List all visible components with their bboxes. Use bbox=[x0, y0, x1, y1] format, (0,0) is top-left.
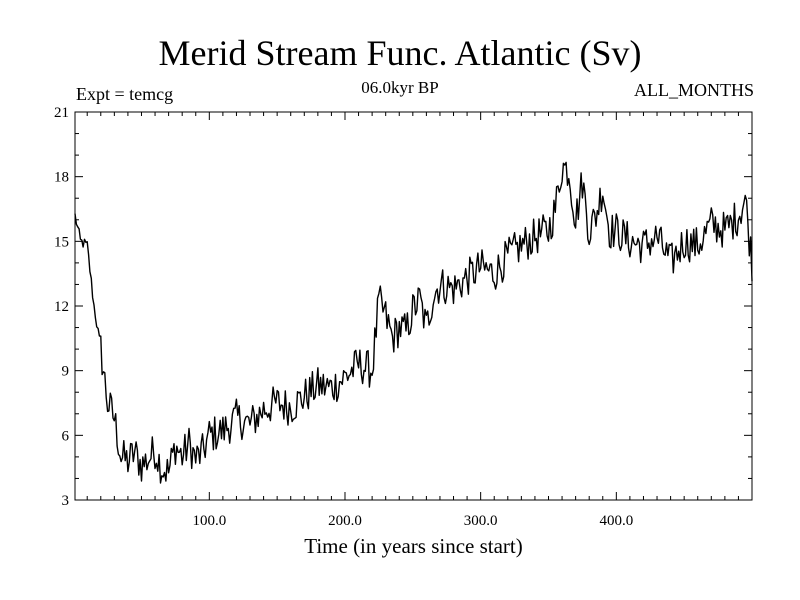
y-tick-label: 21 bbox=[54, 105, 69, 121]
y-tick-label: 3 bbox=[62, 493, 70, 509]
y-tick-label: 15 bbox=[54, 234, 69, 250]
x-tick-label: 200.0 bbox=[328, 513, 362, 529]
chart-subtitle: 06.0kyr BP bbox=[361, 78, 439, 97]
y-tick-label: 6 bbox=[62, 428, 70, 444]
experiment-label: Expt = temcg bbox=[76, 84, 174, 104]
plot-frame bbox=[74, 111, 753, 501]
y-tick-label: 12 bbox=[54, 299, 69, 315]
x-tick-label: 300.0 bbox=[464, 513, 498, 529]
y-tick-label: 9 bbox=[62, 364, 70, 380]
series-line bbox=[74, 161, 753, 484]
x-tick-label: 100.0 bbox=[192, 513, 226, 529]
x-tick-label: 400.0 bbox=[599, 513, 633, 529]
y-tick-label: 18 bbox=[54, 170, 69, 186]
axis-tick-labels: 3 6 9 12 15 18 21 100.0 200.0 300.0 400.0 bbox=[54, 105, 633, 529]
x-axis-label: Time (in years since start) bbox=[304, 534, 523, 558]
chart-title: Merid Stream Func. Atlantic (Sv) bbox=[158, 33, 642, 73]
axis-ticks bbox=[75, 111, 753, 501]
months-label: ALL_MONTHS bbox=[634, 80, 754, 100]
